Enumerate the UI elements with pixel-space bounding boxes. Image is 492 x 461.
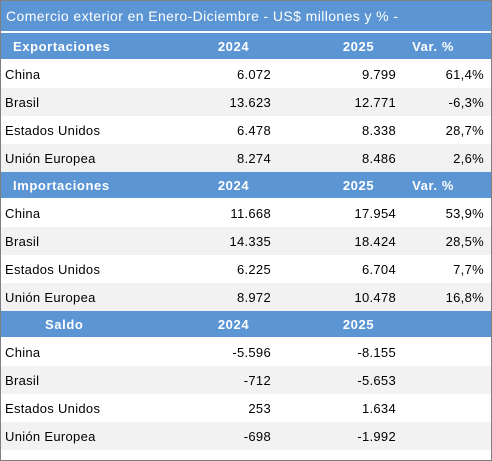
value-2024-cell: 14.335	[229, 233, 271, 249]
table-row: China 11.668 17.954 53,9%	[1, 199, 491, 227]
variation-cell: 28,7%	[445, 122, 484, 138]
value-2024-cell: 6.072	[236, 66, 271, 82]
section-label: Exportaciones	[13, 38, 111, 54]
country-cell: Unión Europea	[5, 428, 96, 444]
value-2025-cell: 18.424	[354, 233, 396, 249]
value-2025-cell: 10.478	[354, 289, 396, 305]
variation-cell: 53,9%	[445, 205, 484, 221]
column-header-2024: 2024	[217, 177, 250, 193]
country-cell: Unión Europea	[5, 150, 96, 166]
value-2024-cell: 6.225	[236, 261, 271, 277]
value-2024-cell: -698	[243, 428, 271, 444]
value-2025-cell: 1.634	[361, 400, 396, 416]
variation-cell: -6,3%	[448, 94, 484, 110]
country-cell: China	[5, 66, 41, 82]
value-2025-cell: -8.155	[357, 344, 396, 360]
value-2025-cell: 17.954	[354, 205, 396, 221]
variation-cell: 16,8%	[445, 289, 484, 305]
country-cell: Estados Unidos	[5, 122, 101, 138]
column-header-2025: 2025	[342, 177, 375, 193]
column-header-2024: 2024	[217, 38, 250, 54]
variation-cell: 7,7%	[453, 261, 484, 277]
value-2025-cell: 9.799	[361, 66, 396, 82]
table-row: China 6.072 9.799 61,4%	[1, 60, 491, 88]
value-2024-cell: 253	[248, 400, 271, 416]
country-cell: China	[5, 205, 41, 221]
column-header-2025: 2025	[342, 316, 375, 332]
table-row: Estados Unidos 6.225 6.704 7,7%	[1, 255, 491, 283]
value-2025-cell: 12.771	[354, 94, 396, 110]
value-2024-cell: -712	[243, 372, 271, 388]
value-2024-cell: 8.972	[236, 289, 271, 305]
section-label: Importaciones	[13, 177, 110, 193]
value-2025-cell: 8.486	[361, 150, 396, 166]
column-header-var: Var. %	[412, 177, 454, 193]
country-cell: China	[5, 344, 41, 360]
country-cell: Unión Europea	[5, 289, 96, 305]
section-header-importaciones: Importaciones 2024 2025 Var. %	[1, 172, 491, 199]
column-header-var: Var. %	[412, 38, 454, 54]
value-2025-cell: -5.653	[357, 372, 396, 388]
value-2024-cell: 6.478	[236, 122, 271, 138]
table-row: Brasil -712 -5.653	[1, 366, 491, 394]
table-title: Comercio exterior en Enero-Diciembre - U…	[1, 1, 491, 33]
section-header-exportaciones: Exportaciones 2024 2025 Var. %	[1, 33, 491, 60]
section-header-saldo: Saldo 2024 2025	[1, 311, 491, 338]
section-label: Saldo	[45, 316, 84, 332]
table-row: Brasil 14.335 18.424 28,5%	[1, 227, 491, 255]
column-header-2025: 2025	[342, 38, 375, 54]
variation-cell: 28,5%	[445, 233, 484, 249]
table-row: Unión Europea -698 -1.992	[1, 422, 491, 450]
table-row: Estados Unidos 253 1.634	[1, 394, 491, 422]
column-header-2024: 2024	[217, 316, 250, 332]
table-row: Unión Europea 8.274 8.486 2,6%	[1, 144, 491, 172]
value-2024-cell: -5.596	[232, 344, 271, 360]
value-2025-cell: 8.338	[361, 122, 396, 138]
value-2025-cell: -1.992	[357, 428, 396, 444]
value-2024-cell: 8.274	[236, 150, 271, 166]
country-cell: Estados Unidos	[5, 261, 101, 277]
table-row: Brasil 13.623 12.771 -6,3%	[1, 88, 491, 116]
variation-cell: 2,6%	[453, 150, 484, 166]
variation-cell: 61,4%	[445, 66, 484, 82]
country-cell: Brasil	[5, 372, 40, 388]
value-2024-cell: 11.668	[230, 205, 271, 221]
value-2024-cell: 13.623	[229, 94, 271, 110]
table-row: Unión Europea 8.972 10.478 16,8%	[1, 283, 491, 311]
value-2025-cell: 6.704	[361, 261, 396, 277]
country-cell: Brasil	[5, 233, 40, 249]
table-row: Estados Unidos 6.478 8.338 28,7%	[1, 116, 491, 144]
country-cell: Estados Unidos	[5, 400, 101, 416]
table-row: China -5.596 -8.155	[1, 338, 491, 366]
country-cell: Brasil	[5, 94, 40, 110]
